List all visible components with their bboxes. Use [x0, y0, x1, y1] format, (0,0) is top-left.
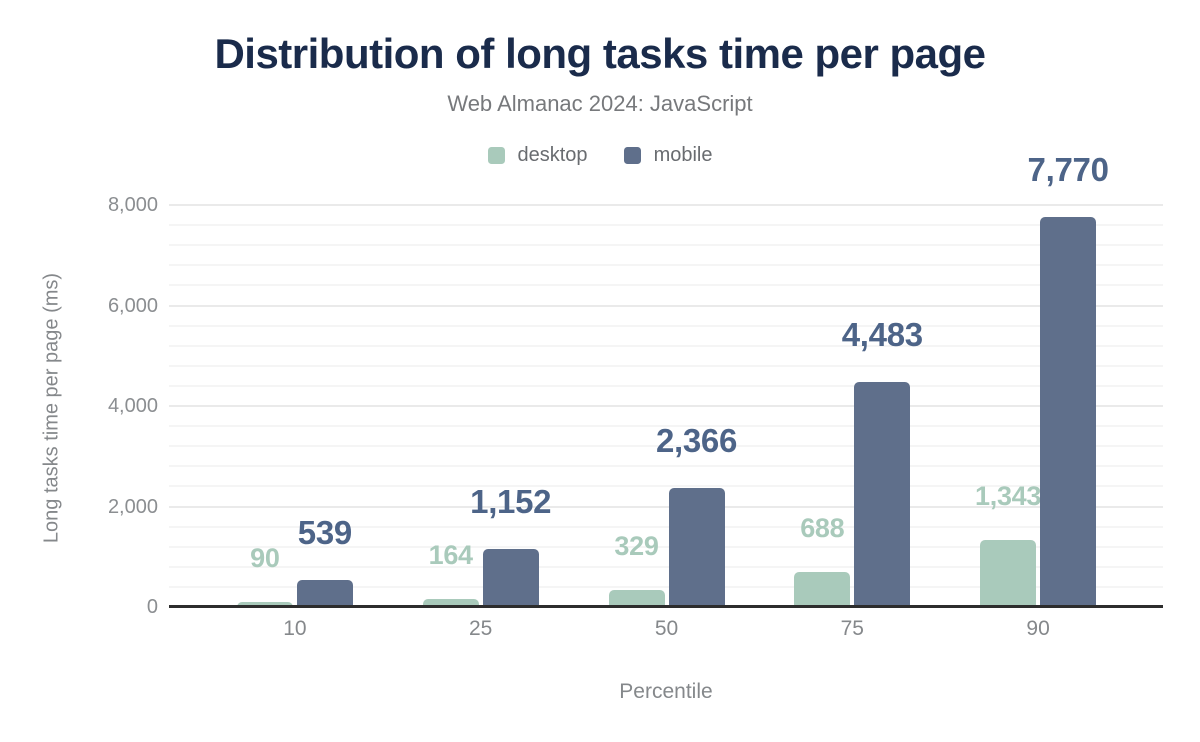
minor-gridline — [169, 525, 1163, 528]
x-axis-title: Percentile — [619, 680, 713, 703]
bar-desktop-p90[interactable] — [980, 539, 1037, 607]
x-axis-tick-labels: 10 25 50 75 90 — [169, 617, 1163, 647]
legend-item-desktop[interactable]: desktop — [487, 144, 588, 167]
chart-subtitle: Web Almanac 2024: JavaScript — [447, 91, 753, 116]
value-label-desktop-p90: 1,343 — [975, 480, 1042, 511]
minor-gridline — [169, 264, 1163, 267]
y-tick-label: 6,000 — [107, 294, 158, 317]
minor-gridline — [169, 425, 1163, 428]
value-label-mobile-p75: 4,483 — [841, 315, 923, 353]
minor-gridline — [169, 224, 1163, 227]
legend-label-mobile: mobile — [653, 144, 713, 166]
minor-gridline — [169, 465, 1163, 468]
bar-mobile-p25[interactable] — [482, 549, 539, 607]
value-label-desktop-p50: 329 — [614, 531, 659, 562]
value-label-mobile-p25: 1,152 — [470, 483, 552, 521]
minor-gridline — [169, 364, 1163, 367]
minor-gridline — [169, 545, 1163, 548]
bar-mobile-p90[interactable] — [1040, 216, 1097, 607]
y-tick-label: 4,000 — [107, 395, 158, 417]
minor-gridline — [169, 585, 1163, 588]
value-label-desktop-p10: 90 — [250, 543, 280, 574]
bar-desktop-p75[interactable] — [794, 572, 851, 607]
minor-gridline — [169, 565, 1163, 568]
legend-label-desktop: desktop — [517, 144, 588, 166]
x-tick-label: 50 — [654, 617, 679, 640]
y-tick-label: 8,000 — [107, 194, 158, 216]
value-label-desktop-p75: 688 — [800, 513, 845, 544]
minor-gridline — [169, 244, 1163, 247]
value-label-mobile-p50: 2,366 — [655, 422, 738, 460]
minor-gridline — [169, 445, 1163, 448]
bar-desktop-p25[interactable] — [422, 598, 479, 607]
bar-mobile-p10[interactable] — [296, 579, 353, 607]
value-label-mobile-p10: 539 — [297, 513, 352, 551]
bar-desktop-p10[interactable] — [236, 602, 293, 607]
y-axis-tick-labels: 0 2,000 4,000 6,000 8,000 — [0, 194, 158, 618]
major-gridline — [169, 505, 1163, 508]
major-gridline — [169, 304, 1163, 307]
value-label-desktop-p25: 164 — [428, 539, 473, 570]
x-tick-label: 10 — [283, 617, 307, 640]
legend-item-mobile[interactable]: mobile — [623, 144, 713, 167]
minor-gridline — [169, 485, 1163, 488]
x-tick-label: 75 — [840, 617, 864, 640]
y-tick-label: 0 — [146, 596, 158, 618]
x-tick-label: 25 — [469, 617, 493, 640]
minor-gridline — [169, 344, 1163, 347]
mobile-series-swatch-icon — [623, 147, 641, 164]
x-tick-label: 90 — [1026, 617, 1050, 640]
chart-title: Distribution of long tasks time per page — [214, 30, 986, 77]
minor-gridline — [169, 284, 1163, 287]
minor-gridline — [169, 324, 1163, 327]
desktop-series-swatch-icon — [487, 147, 505, 164]
value-label-mobile-p90: 7,770 — [1027, 150, 1109, 188]
legend: desktop mobile — [0, 144, 1200, 167]
bar-mobile-p75[interactable] — [854, 381, 911, 607]
x-axis-line — [169, 605, 1163, 608]
major-gridline — [169, 405, 1163, 407]
plot-area: 90 539 164 1,152 329 2,366 688 4,483 1,343 7,770 — [169, 151, 1163, 608]
bar-mobile-p50[interactable] — [668, 488, 725, 607]
bar-desktop-p50[interactable] — [608, 590, 665, 607]
y-tick-label: 2,000 — [107, 495, 158, 518]
major-gridline — [169, 204, 1163, 206]
minor-gridline — [169, 384, 1163, 387]
